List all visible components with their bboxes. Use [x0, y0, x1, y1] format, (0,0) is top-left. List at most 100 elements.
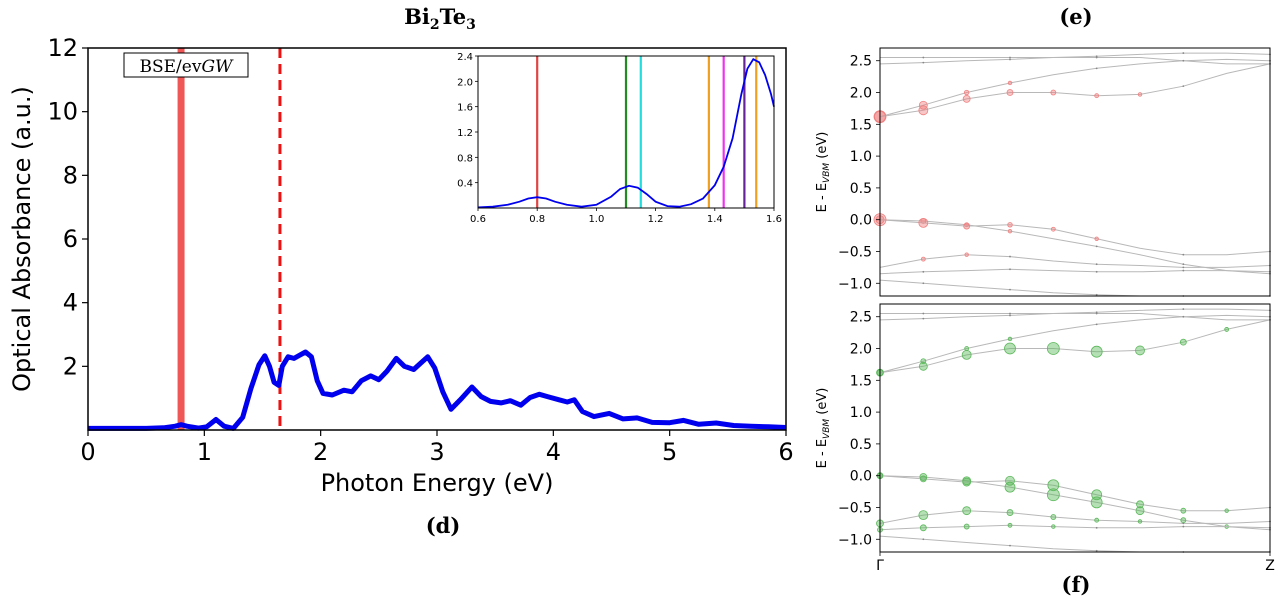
bands-top-weight-point	[964, 252, 969, 257]
absorbance-plot-frame	[87, 47, 787, 431]
inset-y-tick-label-5: 2.4	[457, 52, 473, 63]
bands-bottom-y-tick-label-6: −0.5	[838, 500, 872, 516]
x-tick-label-4: 4	[546, 438, 561, 466]
bands-top-weight-point	[1007, 80, 1013, 86]
band-bottom-y-label: E - EVBM (eV)	[815, 388, 832, 469]
bands-bottom-y-tick-label-3: 1.0	[850, 405, 872, 421]
bands-top-band-point	[1095, 293, 1098, 296]
bands-bottom-weight-point	[1090, 345, 1103, 358]
y-tick-label-3: 8	[63, 161, 78, 189]
bands-bottom-weight-point	[1180, 507, 1187, 514]
inset-y-tick-label-1: 0.8	[457, 153, 473, 164]
x-tick-label-2: 2	[313, 438, 328, 466]
bands-top-band-line-1	[879, 52, 1271, 65]
x-tick-label-6: 6	[778, 438, 793, 466]
bands-bottom-weight-point	[1179, 338, 1187, 346]
bands-bottom-weight-point	[919, 475, 927, 483]
bands-bottom-weight-point	[962, 477, 972, 487]
bands-top-weight-point	[918, 217, 929, 228]
inset-x-tick-label-3: 1.2	[648, 214, 664, 225]
legend-box	[123, 52, 249, 78]
bands-top-band-point	[1095, 55, 1098, 58]
bands-top-y-tick-label-6: −0.5	[838, 244, 872, 260]
bands-top-band-point	[922, 56, 925, 59]
bands-top-y-tick-label-7: −1.0	[838, 276, 872, 292]
bands-bottom-weight-point	[963, 523, 970, 530]
x-tick-label-1: 1	[197, 438, 212, 466]
bands-bottom-band-point	[1095, 312, 1098, 315]
bands-top-weight-point	[1007, 228, 1013, 234]
bands-top-weight-point	[962, 94, 971, 103]
inset-x-tick-label-4: 1.4	[707, 214, 723, 225]
bands-bottom-band-point	[922, 538, 925, 541]
bands-top-band-point	[1182, 263, 1185, 266]
bands-top-weight-point	[920, 256, 926, 262]
bands-bottom-band-point	[922, 312, 925, 315]
bands-bottom-weight-point	[962, 506, 972, 516]
bands-bottom-band-point	[1182, 522, 1185, 525]
bands-bottom-weight-point	[1050, 514, 1057, 520]
bands-bottom-band-line-0	[880, 313, 1270, 321]
y-tick-label-5: 12	[47, 34, 78, 62]
bands-top-band-point	[1009, 255, 1011, 258]
bands-top-band-point	[1182, 59, 1185, 62]
bands-bottom-band-line-7	[879, 524, 1271, 531]
bands-bottom-y-tick-label-0: 2.5	[850, 310, 872, 326]
bands-top-weight-point	[1050, 226, 1056, 232]
x-axis-label: Photon Energy (eV)	[321, 469, 554, 497]
bands-bottom-band-point	[922, 317, 925, 320]
y-tick-label-1: 4	[63, 289, 78, 317]
inset-x-tick-label-0: 0.6	[470, 214, 486, 225]
bands-top-y-tick-label-5: 0.0	[850, 213, 872, 229]
panel-label-d: (d)	[426, 513, 461, 538]
panel-label-e: (e)	[1059, 4, 1092, 29]
bands-bottom-x-tick-label-1: Z	[1265, 558, 1275, 574]
bands-top-weight-point	[1050, 89, 1057, 96]
bands-bottom-band-point	[1182, 315, 1185, 318]
bands-top-y-tick-label-1: 2.0	[850, 86, 872, 102]
bands-top-band-point	[922, 282, 925, 285]
bands-bottom-weight-point	[1007, 522, 1013, 528]
bands-bottom-weight-point	[918, 361, 928, 371]
bands-bottom-weight-point	[964, 346, 970, 351]
bands-top-band-point	[1095, 67, 1098, 70]
bands-top-band-point	[1009, 56, 1011, 59]
bands-top-band-point	[922, 61, 925, 64]
bands-bottom-weight-point	[1047, 479, 1060, 492]
inset-y-tick-label-3: 1.6	[457, 103, 473, 114]
band-structure-bottom-frame	[879, 303, 1271, 553]
bands-top-weight-point	[1094, 236, 1099, 241]
bands-top-band-point	[1009, 288, 1011, 291]
bands-bottom-band-line-8	[879, 535, 1270, 553]
bands-bottom-band-line-5	[879, 475, 1271, 512]
bands-bottom-band-point	[1095, 549, 1098, 552]
bands-top-band-line-0	[880, 57, 1270, 65]
bands-bottom-weight-point	[1224, 508, 1229, 513]
bands-bottom-weight-point	[1137, 519, 1143, 524]
bands-bottom-band-point	[1095, 311, 1098, 314]
y-tick-label-0: 2	[63, 352, 78, 380]
bands-top-weight-point	[1094, 93, 1100, 99]
inset-x-tick-label-1: 0.8	[529, 214, 545, 225]
bands-bottom-band-point	[1182, 308, 1185, 310]
bands-bottom-x-tick-label-0: Γ	[876, 558, 884, 574]
chart-title: Bi2Te3	[404, 4, 476, 33]
bands-top-band-point	[922, 270, 925, 273]
bands-top-weight-point	[918, 105, 929, 116]
legend-label: BSE/evGW	[139, 57, 234, 77]
bands-bottom-y-tick-label-2: 1.5	[850, 373, 872, 389]
inset-plot-frame	[477, 55, 775, 209]
bands-bottom-y-tick-label-1: 2.0	[850, 342, 872, 358]
bands-bottom-weight-point	[1006, 509, 1014, 516]
bands-bottom-band-line-6	[879, 510, 1271, 524]
bands-bottom-band-point	[1009, 544, 1011, 547]
inset-y-tick-label-4: 2.0	[457, 77, 473, 88]
bands-top-y-tick-label-2: 1.5	[850, 117, 872, 133]
bands-top-weight-point	[1137, 92, 1143, 97]
inset-plot: 0.6 0.8 1.0 1.2 1.4 1.6 0.4 0.8 1.2 1.6 2.0 2.4	[457, 52, 782, 225]
inset-x-tick-label-2: 1.0	[588, 214, 604, 225]
bands-top-weight-point	[918, 100, 928, 110]
bands-top-band-line-8	[879, 279, 1270, 297]
